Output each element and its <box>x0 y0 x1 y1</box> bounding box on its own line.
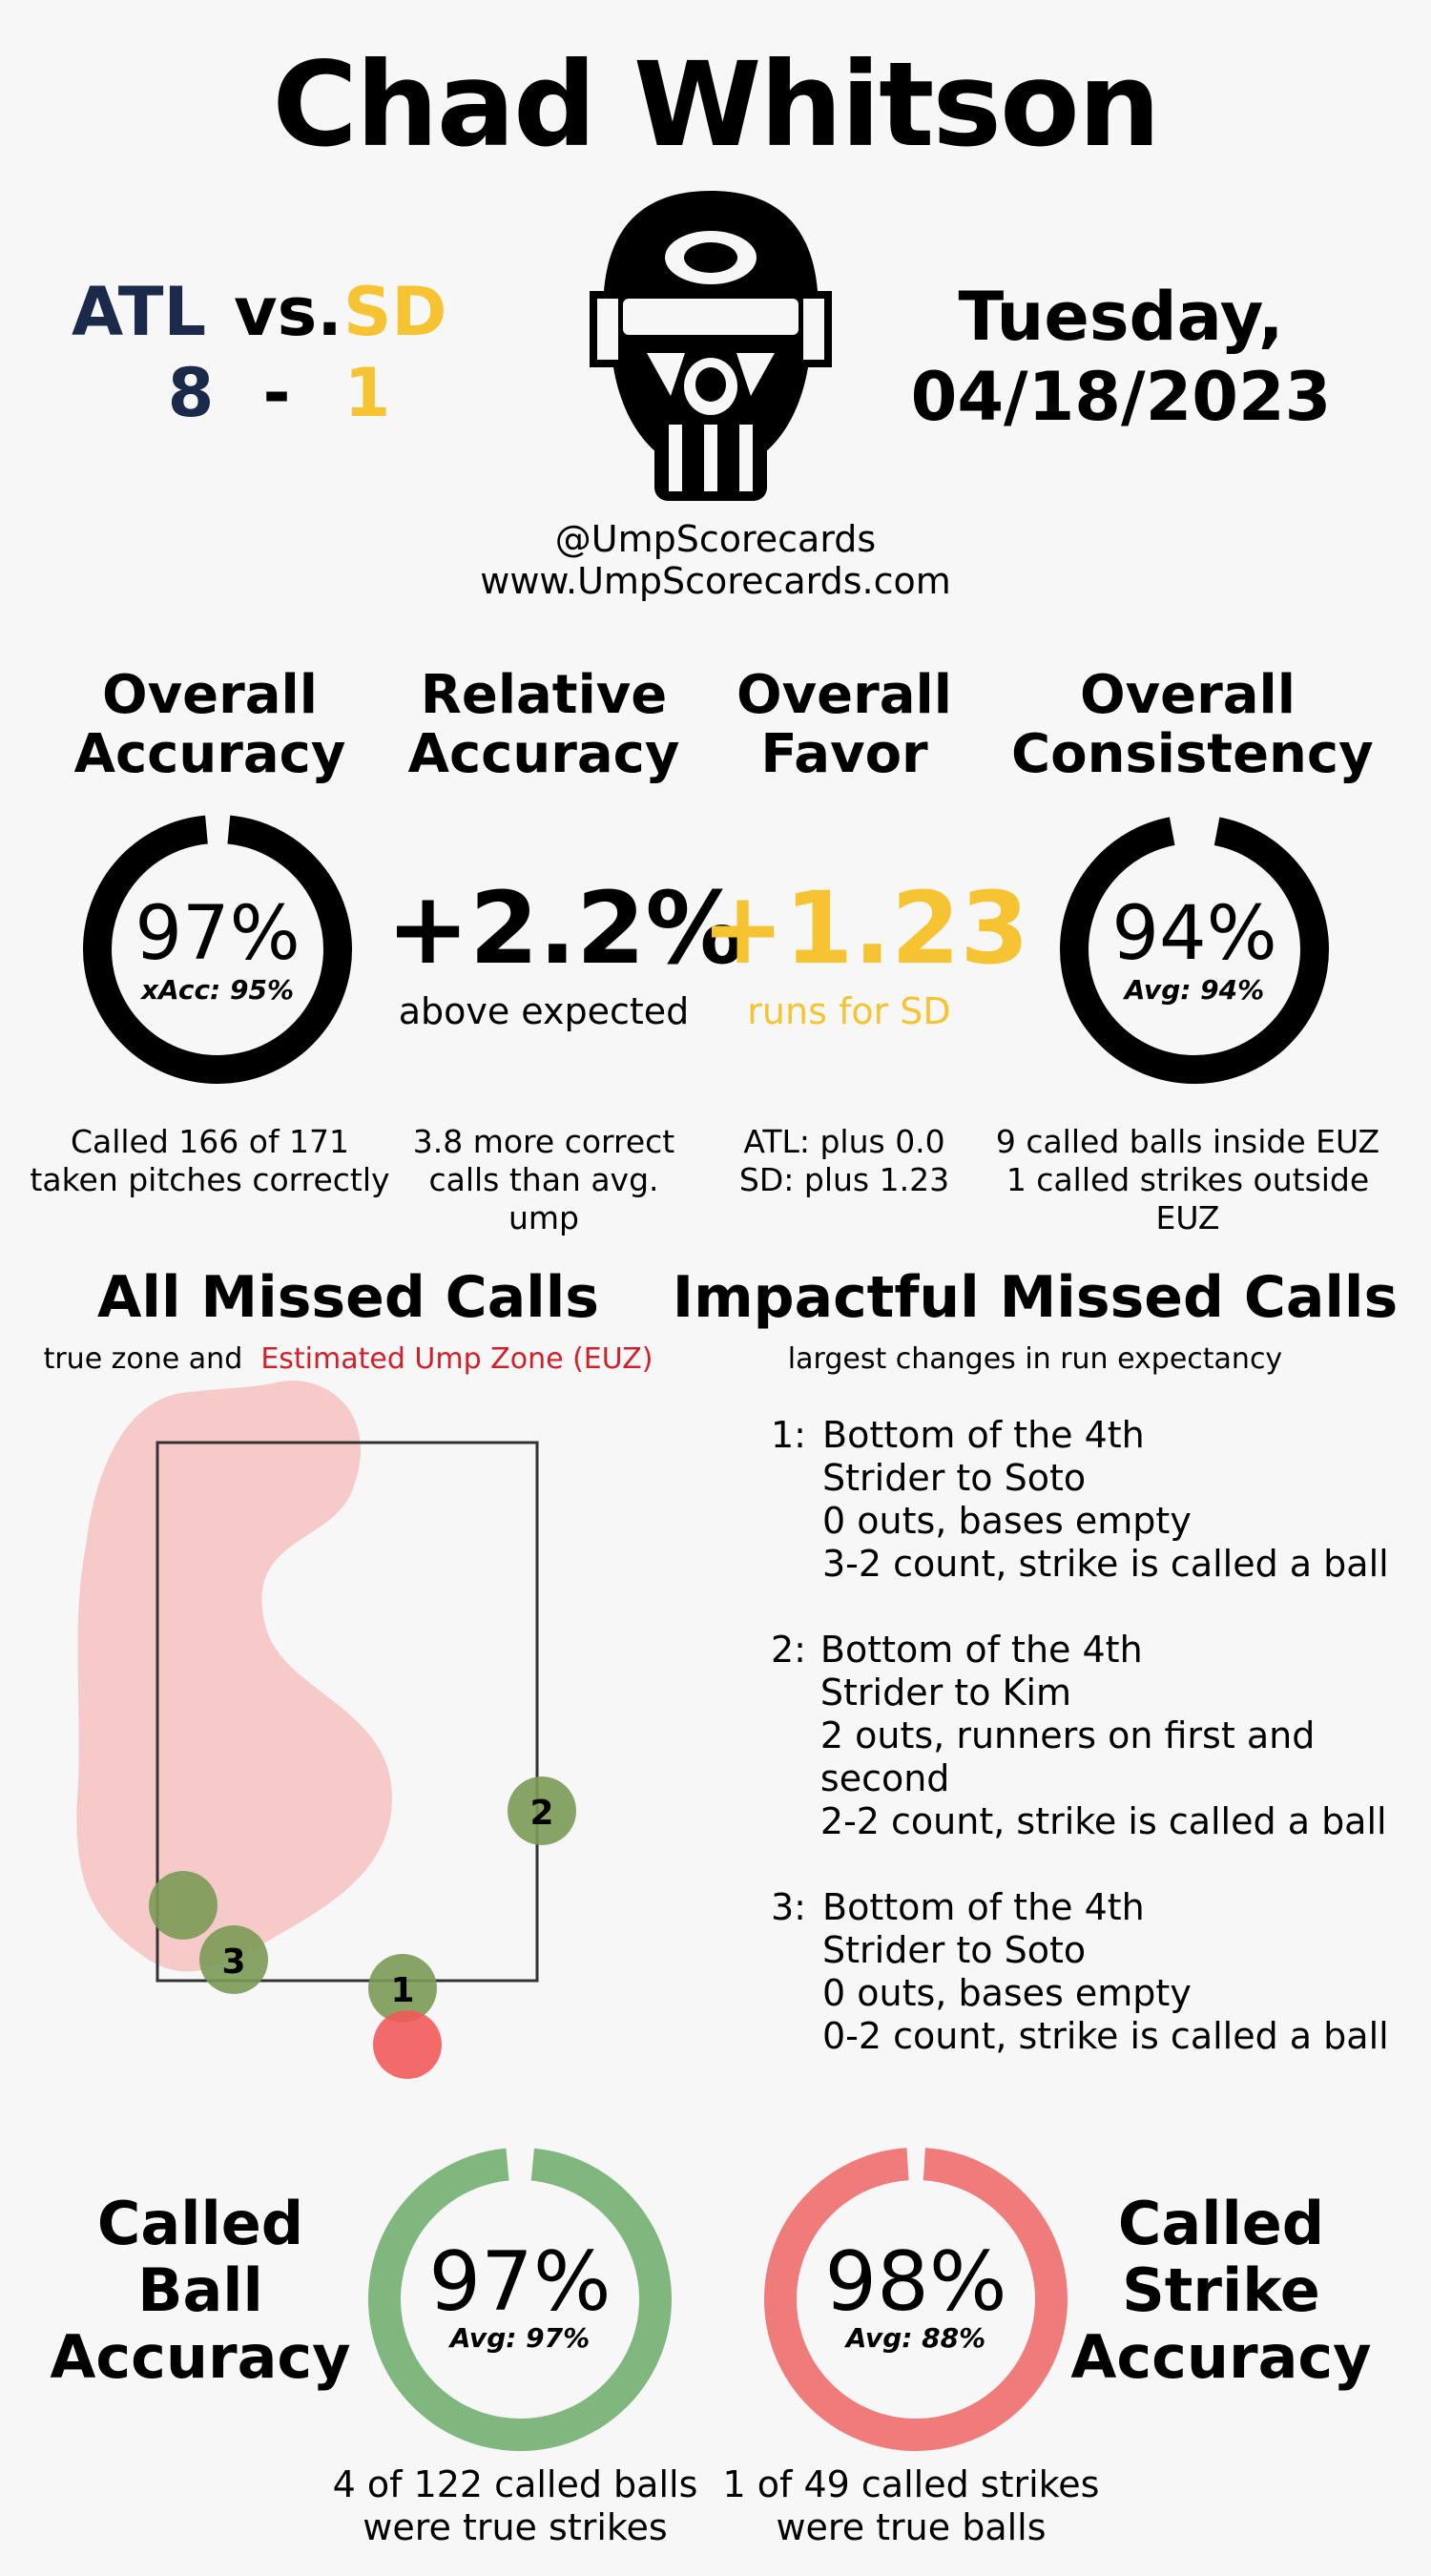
overall-accuracy-gauge: 97% xAcc: 95% <box>74 806 361 1092</box>
impactful-call-3: 3: Bottom of the 4th Strider to Soto 0 o… <box>771 1886 1389 2057</box>
called-ball-accuracy-title: Called Ball Accuracy <box>50 2189 351 2392</box>
catcher-mask-icon <box>590 191 832 501</box>
overall-consistency-gauge: 94% Avg: 94% <box>1051 806 1338 1092</box>
all-missed-calls-subtitle: true zone and Estimated Ump Zone (EUZ) <box>43 1342 653 1376</box>
overall-favor-value: +1.23 <box>701 870 1029 987</box>
called-strike-accuracy-ring <box>764 2148 1068 2451</box>
home-team-label: ATL <box>72 273 207 351</box>
overall-accuracy-title: Overall Accuracy <box>73 664 346 785</box>
missed-call-label-3: 3 <box>221 1942 245 1982</box>
umpire-name: Chad Whitson <box>272 37 1160 173</box>
called-strike-accuracy-title: Called Strike Accuracy <box>1070 2189 1372 2392</box>
overall-favor-sub: runs for SD <box>747 990 951 1032</box>
score-dash: - <box>262 354 291 432</box>
relative-accuracy-value: +2.2% <box>386 870 745 987</box>
vs-label: vs. <box>234 273 342 351</box>
relative-accuracy-sub: above expected <box>398 990 690 1032</box>
called-ball-footnote: 4 of 122 called balls were true strikes <box>332 2463 698 2548</box>
overall-accuracy-footnote: Called 166 of 171 taken pitches correctly <box>30 1123 390 1198</box>
impactful-missed-calls-title: Impactful Missed Calls <box>672 1264 1399 1331</box>
impactful-calls-list: 1: Bottom of the 4th Strider to Soto 0 o… <box>771 1414 1431 2101</box>
overall-favor-footnote: ATL: plus 0.0 SD: plus 1.23 <box>738 1123 950 1198</box>
called-strike-accuracy-value: 98% <box>824 2234 1007 2330</box>
estimated-ump-zone <box>76 1381 392 1972</box>
missed-calls-plot: 2 3 1 <box>76 1381 576 2079</box>
relative-accuracy-title: Relative Accuracy <box>407 664 680 785</box>
xacc-label: xAcc: 95% <box>140 974 295 1006</box>
relative-accuracy-footnote: 3.8 more correct calls than avg. ump <box>412 1123 675 1236</box>
true-strike-zone <box>156 1441 539 1983</box>
social-links: @UmpScorecards www.UmpScorecards.com <box>0 518 1431 602</box>
overall-consistency-value: 94% <box>1111 891 1277 977</box>
date-weekday: Tuesday, <box>958 278 1284 356</box>
impactful-call-2: 2: Bottom of the 4th Strider to Kim 2 ou… <box>771 1629 1387 1842</box>
called-strike-avg-label: Avg: 88% <box>845 2322 986 2354</box>
website-link[interactable]: www.UmpScorecards.com <box>480 560 951 602</box>
missed-call-label-1: 1 <box>390 1971 414 2010</box>
called-strike-footnote: 1 of 49 called strikes were true balls <box>722 2463 1100 2548</box>
overall-consistency-footnote: 9 called balls inside EUZ 1 called strike… <box>995 1123 1380 1236</box>
called-ball-accuracy-ring <box>368 2148 672 2451</box>
away-team-label: SD <box>343 273 447 351</box>
impactful-missed-calls-subtitle: largest changes in run expectancy <box>787 1342 1283 1376</box>
overall-accuracy-ring <box>83 815 352 1084</box>
called-ball-avg-label: Avg: 97% <box>449 2322 591 2354</box>
overall-favor-title: Overall Favor <box>736 664 952 785</box>
missed-call-label-2: 2 <box>529 1794 553 1833</box>
called-ball-accuracy-value: 97% <box>428 2234 612 2330</box>
missed-call-marker-ball-called-strike <box>373 2010 442 2079</box>
overall-accuracy-value: 97% <box>135 891 301 977</box>
missed-call-marker-1 <box>368 1954 437 2023</box>
impactful-call-1: 1: Bottom of the 4th Strider to Soto 0 o… <box>771 1414 1389 1585</box>
overall-consistency-ring <box>1060 815 1329 1084</box>
twitter-handle[interactable]: @UmpScorecards <box>554 518 877 560</box>
overall-consistency-title: Overall Consistency <box>1011 664 1374 785</box>
missed-call-marker-3 <box>199 1925 268 1994</box>
called-strike-accuracy-gauge: 98% Avg: 88% <box>763 2147 1068 2452</box>
missed-call-marker-2 <box>508 1776 576 1845</box>
home-score: 8 <box>167 354 215 432</box>
called-ball-accuracy-gauge: 97% Avg: 97% <box>367 2147 673 2452</box>
all-missed-calls-title: All Missed Calls <box>96 1264 600 1331</box>
consistency-avg-label: Avg: 94% <box>1124 974 1265 1006</box>
missed-call-marker-unlabeled <box>149 1871 218 1940</box>
date-value: 04/18/2023 <box>910 358 1332 436</box>
game-date: Tuesday, 04/18/2023 <box>873 277 1369 437</box>
away-score: 1 <box>343 354 391 432</box>
